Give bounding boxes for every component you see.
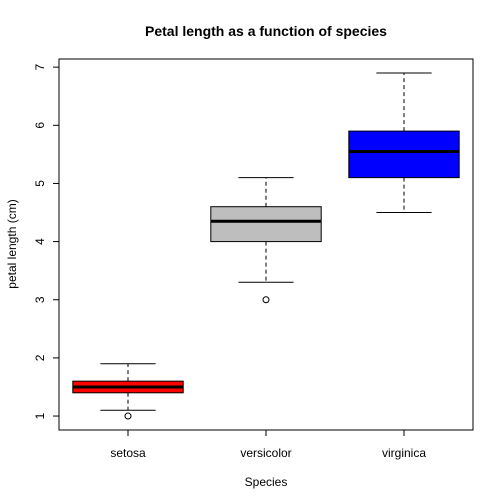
- boxes-layer: [72, 72, 460, 420]
- box-virginica: [348, 72, 460, 214]
- y-tick-label: 7: [33, 63, 47, 70]
- y-axis: 1 2 3 4 5 6 7: [33, 63, 59, 419]
- chart-title: Petal length as a function of species: [145, 23, 387, 39]
- y-axis-label: petal length (cm): [5, 199, 19, 288]
- x-tick-label: versicolor: [240, 446, 291, 460]
- y-tick-label: 2: [33, 354, 47, 361]
- y-tick-label: 6: [33, 122, 47, 129]
- y-tick-label: 3: [33, 296, 47, 303]
- x-axis: setosa versicolor virginica: [110, 430, 426, 460]
- outlier-point: [124, 412, 132, 420]
- y-tick-label: 1: [33, 412, 47, 419]
- y-tick-label: 4: [33, 238, 47, 245]
- box-versicolor: [210, 177, 322, 304]
- x-axis-label: Species: [245, 475, 288, 489]
- box-iqr: [210, 206, 322, 243]
- outlier-point: [262, 296, 270, 304]
- x-tick-label: setosa: [110, 446, 146, 460]
- x-tick-label: virginica: [382, 446, 426, 460]
- box-setosa: [72, 363, 184, 420]
- y-tick-label: 5: [33, 180, 47, 187]
- box-iqr: [348, 130, 460, 179]
